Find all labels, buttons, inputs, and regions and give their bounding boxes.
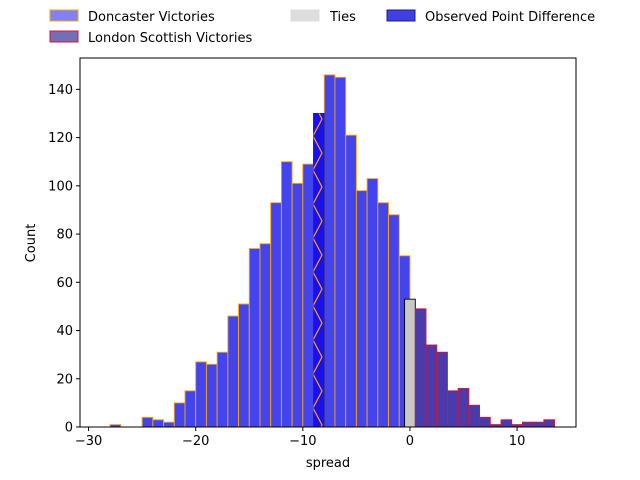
y-tick-label: 120 bbox=[48, 131, 73, 146]
bar-doncaster-victories-16 bbox=[270, 202, 282, 428]
observed-hatch bbox=[313, 113, 325, 428]
y-tick-label: 20 bbox=[56, 372, 73, 387]
y-axis-label: Count bbox=[24, 224, 39, 263]
legend-label-london-scottish: London Scottish Victories bbox=[88, 31, 252, 46]
legend-swatch-observed bbox=[386, 9, 416, 22]
bar-london-scottish-victories-5 bbox=[468, 404, 481, 428]
bar-london-scottish-victories-10 bbox=[521, 421, 534, 428]
x-tick-label: 10 bbox=[509, 434, 526, 449]
legend: Doncaster Victories London Scottish Vict… bbox=[49, 9, 595, 46]
y-tick-label: 140 bbox=[48, 83, 73, 98]
bar-london-scottish-victories-4 bbox=[457, 387, 470, 428]
bar-doncaster-victories-6 bbox=[163, 421, 175, 428]
bar-doncaster-victories-9 bbox=[195, 361, 207, 428]
bar-london-scottish-victories-2 bbox=[436, 351, 448, 428]
plot-frame bbox=[79, 57, 577, 428]
bar-doncaster-victories-10 bbox=[205, 363, 218, 428]
bar-london-scottish-victories-0 bbox=[414, 308, 427, 428]
legend-label-doncaster: Doncaster Victories bbox=[88, 10, 215, 25]
y-tick-label: 40 bbox=[56, 324, 73, 339]
x-axis-label: spread bbox=[306, 456, 350, 471]
legend-label-observed: Observed Point Difference bbox=[425, 10, 595, 25]
bar-ties-0 bbox=[404, 298, 416, 428]
legend-label-ties: Ties bbox=[329, 10, 356, 25]
bar-london-scottish-victories-6 bbox=[479, 416, 491, 428]
x-tick-label: −30 bbox=[75, 434, 102, 449]
bar-doncaster-victories-11 bbox=[216, 351, 229, 428]
legend-swatch-ties bbox=[290, 9, 320, 22]
bar-doncaster-victories-25 bbox=[366, 178, 379, 428]
bar-doncaster-victories-26 bbox=[377, 202, 389, 428]
y-tick-label: 80 bbox=[56, 228, 73, 243]
bar-doncaster-victories-8 bbox=[184, 390, 197, 428]
bars-layer bbox=[109, 74, 556, 428]
bar-doncaster-victories-27 bbox=[388, 214, 400, 428]
bar-doncaster-victories-21 bbox=[323, 74, 336, 428]
bar-doncaster-victories-14 bbox=[248, 248, 261, 428]
bar-doncaster-victories-23 bbox=[345, 134, 357, 428]
bar-doncaster-victories-18 bbox=[291, 182, 304, 428]
legend-entry-ties: Ties bbox=[290, 9, 356, 25]
legend-swatch-doncaster bbox=[49, 9, 79, 22]
bar-doncaster-victories-24 bbox=[355, 190, 368, 428]
legend-entry-london-scottish: London Scottish Victories bbox=[49, 30, 252, 46]
bar-doncaster-victories-5 bbox=[152, 419, 165, 428]
x-tick-label: 0 bbox=[406, 434, 414, 449]
y-tick-label: 100 bbox=[48, 179, 73, 194]
bar-london-scottish-victories-1 bbox=[425, 344, 438, 428]
bar-doncaster-victories-12 bbox=[227, 315, 239, 428]
x-tick-label: −10 bbox=[289, 434, 316, 449]
bar-doncaster-victories-4 bbox=[141, 416, 154, 428]
bar-doncaster-victories-19 bbox=[302, 163, 314, 428]
y-tick-label: 0 bbox=[65, 421, 73, 436]
legend-entry-observed: Observed Point Difference bbox=[386, 9, 595, 25]
x-tick-label: −20 bbox=[182, 434, 209, 449]
bar-doncaster-victories-22 bbox=[334, 76, 347, 428]
bar-doncaster-victories-13 bbox=[238, 303, 250, 428]
bar-london-scottish-victories-11 bbox=[532, 421, 545, 428]
bar-doncaster-victories-17 bbox=[280, 161, 293, 428]
bar-doncaster-victories-7 bbox=[173, 402, 186, 428]
bar-doncaster-victories-15 bbox=[259, 243, 272, 428]
legend-entry-doncaster: Doncaster Victories bbox=[49, 9, 215, 25]
bar-london-scottish-victories-8 bbox=[500, 419, 513, 428]
bar-london-scottish-victories-12 bbox=[543, 419, 556, 428]
legend-swatch-london-scottish bbox=[49, 30, 79, 43]
bar-london-scottish-victories-3 bbox=[446, 390, 459, 428]
y-tick-label: 60 bbox=[56, 276, 73, 291]
